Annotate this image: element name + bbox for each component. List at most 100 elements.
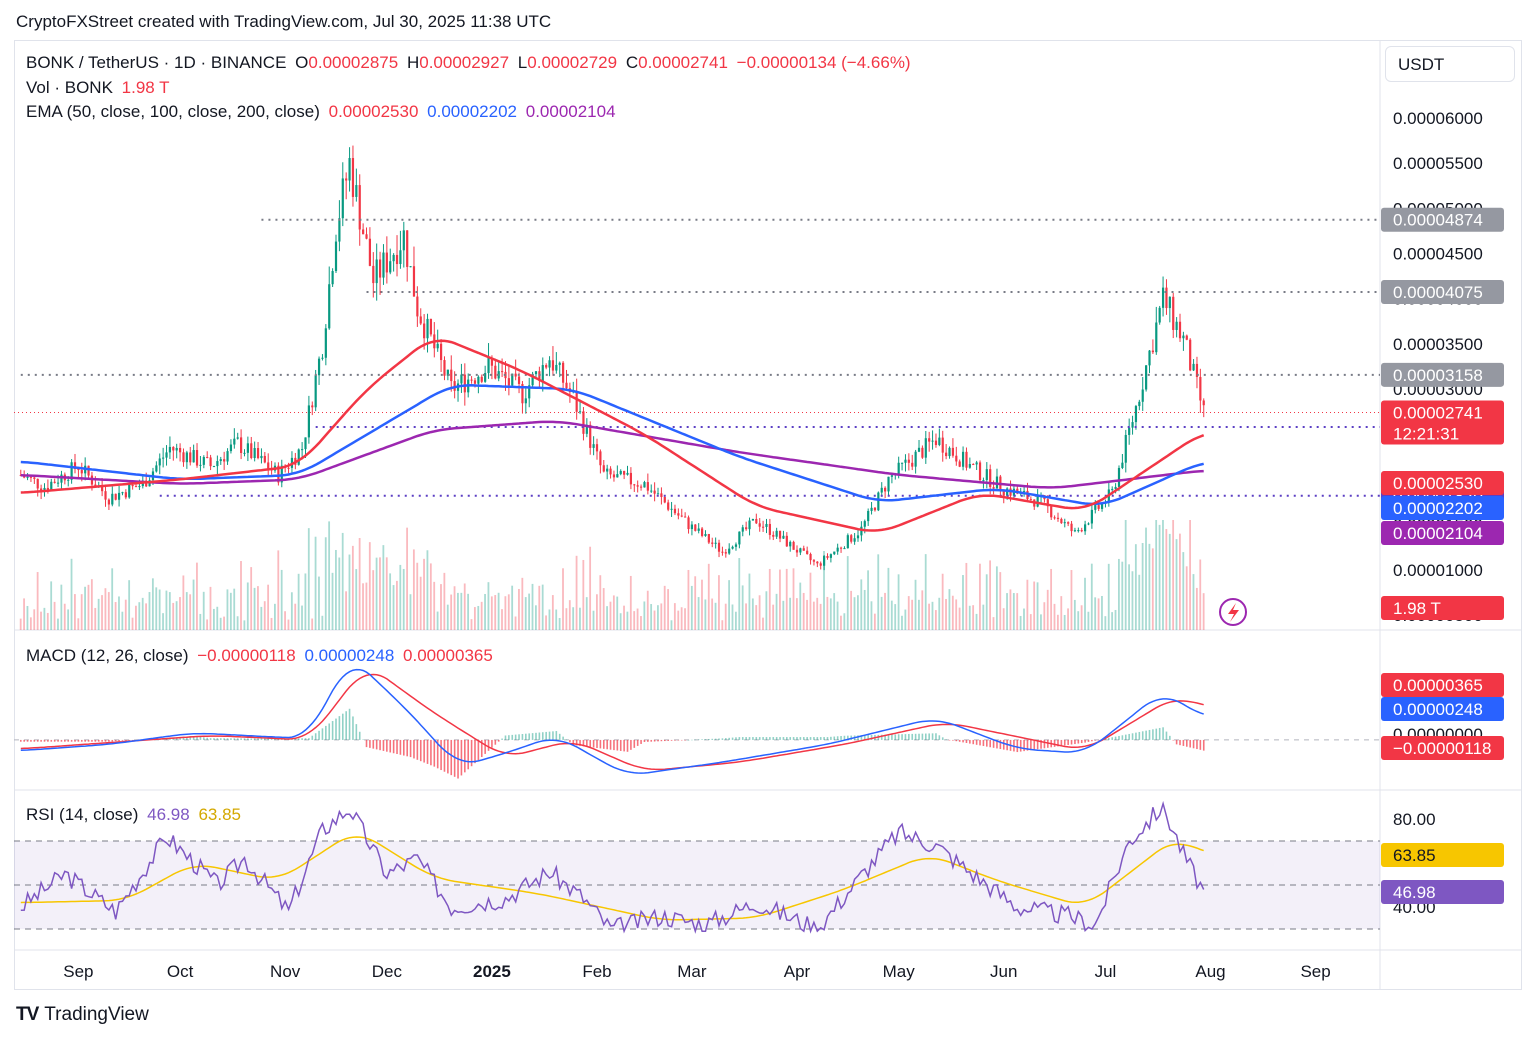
macd-histogram-bar <box>318 730 320 740</box>
candle-body <box>887 476 890 492</box>
candle-body <box>555 364 558 371</box>
volume-bar <box>962 575 964 630</box>
candle-body <box>375 259 378 284</box>
volume-bar <box>911 599 914 630</box>
candle-body <box>531 374 534 386</box>
macd-histogram-bar <box>1196 739 1198 750</box>
tradingview-logo[interactable]: TV TradingView <box>16 1004 149 1026</box>
candle-body <box>175 447 178 451</box>
volume-bar <box>1006 593 1008 630</box>
volume-bar <box>43 607 46 630</box>
volume-bar <box>162 613 164 630</box>
candle-body <box>372 265 375 284</box>
volume-bar <box>1114 609 1117 630</box>
macd-histogram-bar <box>179 736 181 740</box>
rsi-label[interactable]: RSI (14, close) <box>26 805 139 824</box>
macd-histogram-bar <box>1016 739 1019 753</box>
macd-histogram-bar <box>497 739 500 742</box>
high-value: 0.00002927 <box>419 53 510 72</box>
macd-histogram-bar <box>643 739 646 743</box>
macd-histogram-bar <box>1138 731 1141 740</box>
candle-body <box>745 527 748 530</box>
volume-bar <box>718 575 720 630</box>
volume-bar <box>467 593 470 630</box>
volume-bar <box>1050 568 1053 630</box>
macd-histogram-bar <box>464 739 466 773</box>
macd-histogram-bar <box>575 739 578 746</box>
candle-body <box>1117 467 1121 487</box>
macd-histogram-bar <box>335 718 337 740</box>
macd-histogram-bar <box>836 736 839 740</box>
volume-bar <box>1138 574 1141 630</box>
candle-body <box>836 547 839 552</box>
volume-bar <box>914 579 917 630</box>
volume-bar <box>792 568 795 630</box>
candle-body <box>1199 376 1202 401</box>
svg-text:0.00002104: 0.00002104 <box>1393 524 1483 543</box>
volume-bar <box>1023 608 1025 630</box>
volume-bar <box>84 586 86 630</box>
candle-body <box>53 481 56 483</box>
macd-histogram-bar <box>901 734 903 740</box>
rsi-value: 46.98 <box>147 805 190 824</box>
volume-bar <box>829 598 832 630</box>
macd-histogram-bar <box>572 739 575 746</box>
candle-body <box>246 443 249 453</box>
volume-bar <box>243 620 246 630</box>
candle-body <box>931 440 934 442</box>
macd-histogram-bar <box>1148 729 1151 740</box>
volume-bar <box>192 579 195 630</box>
macd-histogram-bar <box>1145 730 1147 740</box>
volume-bar <box>968 605 971 630</box>
volume-bar <box>1040 614 1042 630</box>
price-legend: BONK / TetherUS · 1D · BINANCE O0.000028… <box>26 53 915 73</box>
macd-histogram-bar <box>979 739 981 746</box>
ema-label[interactable]: EMA (50, close, 100, close, 200, close) <box>26 102 320 121</box>
macd-histogram-bar <box>908 734 910 740</box>
macd-histogram-bar <box>914 733 917 740</box>
candle-body <box>761 526 765 528</box>
candle-body <box>87 465 90 476</box>
symbol-title[interactable]: BONK / TetherUS · 1D · BINANCE <box>26 53 287 72</box>
candle-body <box>277 465 280 483</box>
candle-body <box>351 158 355 197</box>
candle-body <box>880 487 883 493</box>
volume-bar <box>446 604 449 630</box>
volume-bar <box>667 589 669 630</box>
candle-body <box>256 448 260 459</box>
candle-body <box>446 369 449 376</box>
volume-bar <box>779 569 781 630</box>
volume-bar <box>372 570 375 630</box>
candle-body <box>1151 350 1154 353</box>
volume-bar <box>514 616 517 630</box>
candle-body <box>941 437 944 453</box>
volume-label[interactable]: Vol · BONK <box>26 78 113 97</box>
candle-body <box>345 178 348 181</box>
volume-bar <box>843 613 846 630</box>
macd-histogram-bar <box>1070 739 1073 745</box>
candle-body <box>646 482 649 491</box>
volume-bar <box>728 580 731 630</box>
time-axis-tick-label: 2025 <box>473 962 511 981</box>
volume-bar <box>677 610 680 630</box>
macd-histogram-bar <box>328 723 331 740</box>
macd-histogram-bar <box>535 732 537 740</box>
rsi-line <box>20 800 1205 934</box>
volume-bar <box>199 613 202 630</box>
macd-histogram-bar <box>952 739 954 741</box>
candle-body <box>128 484 131 498</box>
macd-label[interactable]: MACD (12, 26, close) <box>26 646 189 665</box>
macd-histogram-bar <box>274 738 276 740</box>
macd-histogram-bar <box>613 739 615 751</box>
currency-unit-button[interactable]: USDT <box>1385 46 1515 82</box>
macd-histogram-bar <box>487 739 490 751</box>
macd-histogram-bar <box>416 739 419 760</box>
macd-histogram-bar <box>341 713 344 740</box>
alert-lightning-icon[interactable] <box>1219 598 1247 626</box>
volume-bar <box>1087 611 1090 630</box>
volume-bar <box>999 572 1002 630</box>
volume-bar <box>985 574 988 630</box>
volume-bar <box>1029 614 1032 630</box>
volume-bar <box>1141 543 1144 630</box>
